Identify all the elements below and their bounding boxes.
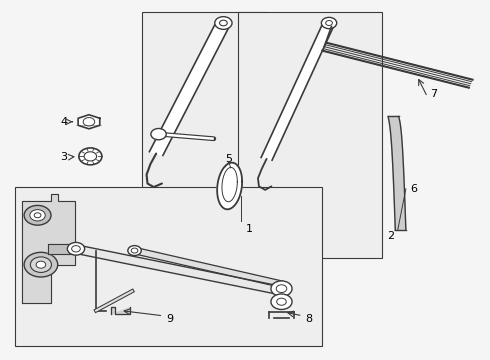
- Circle shape: [321, 17, 337, 29]
- Circle shape: [276, 285, 287, 293]
- Circle shape: [24, 206, 51, 225]
- Polygon shape: [111, 307, 130, 314]
- Circle shape: [151, 129, 166, 140]
- Polygon shape: [217, 163, 242, 209]
- Text: 3: 3: [60, 152, 67, 162]
- Circle shape: [131, 248, 138, 253]
- Polygon shape: [48, 243, 77, 254]
- Circle shape: [220, 20, 227, 26]
- Circle shape: [128, 246, 141, 256]
- Text: 5: 5: [225, 154, 232, 164]
- Circle shape: [271, 281, 292, 296]
- Circle shape: [79, 148, 102, 165]
- Text: 8: 8: [305, 314, 312, 324]
- Polygon shape: [261, 22, 335, 160]
- Circle shape: [83, 118, 95, 126]
- Polygon shape: [388, 117, 406, 230]
- Circle shape: [67, 242, 85, 255]
- Polygon shape: [22, 194, 74, 303]
- Text: 1: 1: [246, 224, 253, 234]
- Bar: [142, 13, 267, 228]
- Text: 6: 6: [411, 184, 417, 194]
- Text: 7: 7: [430, 89, 437, 99]
- Circle shape: [215, 17, 232, 30]
- Circle shape: [34, 213, 41, 218]
- Circle shape: [271, 294, 292, 310]
- Circle shape: [30, 257, 51, 273]
- Bar: [238, 13, 382, 258]
- Circle shape: [72, 246, 80, 252]
- Circle shape: [84, 152, 97, 161]
- Circle shape: [326, 21, 332, 26]
- Text: 2: 2: [387, 231, 394, 241]
- Circle shape: [36, 261, 46, 268]
- Bar: [15, 187, 322, 346]
- Polygon shape: [78, 115, 100, 129]
- Text: 4: 4: [60, 117, 67, 127]
- Circle shape: [30, 210, 45, 221]
- Polygon shape: [149, 21, 230, 156]
- Circle shape: [277, 298, 286, 305]
- Text: 9: 9: [166, 314, 173, 324]
- Circle shape: [24, 252, 58, 277]
- Polygon shape: [133, 248, 282, 287]
- Polygon shape: [73, 245, 285, 295]
